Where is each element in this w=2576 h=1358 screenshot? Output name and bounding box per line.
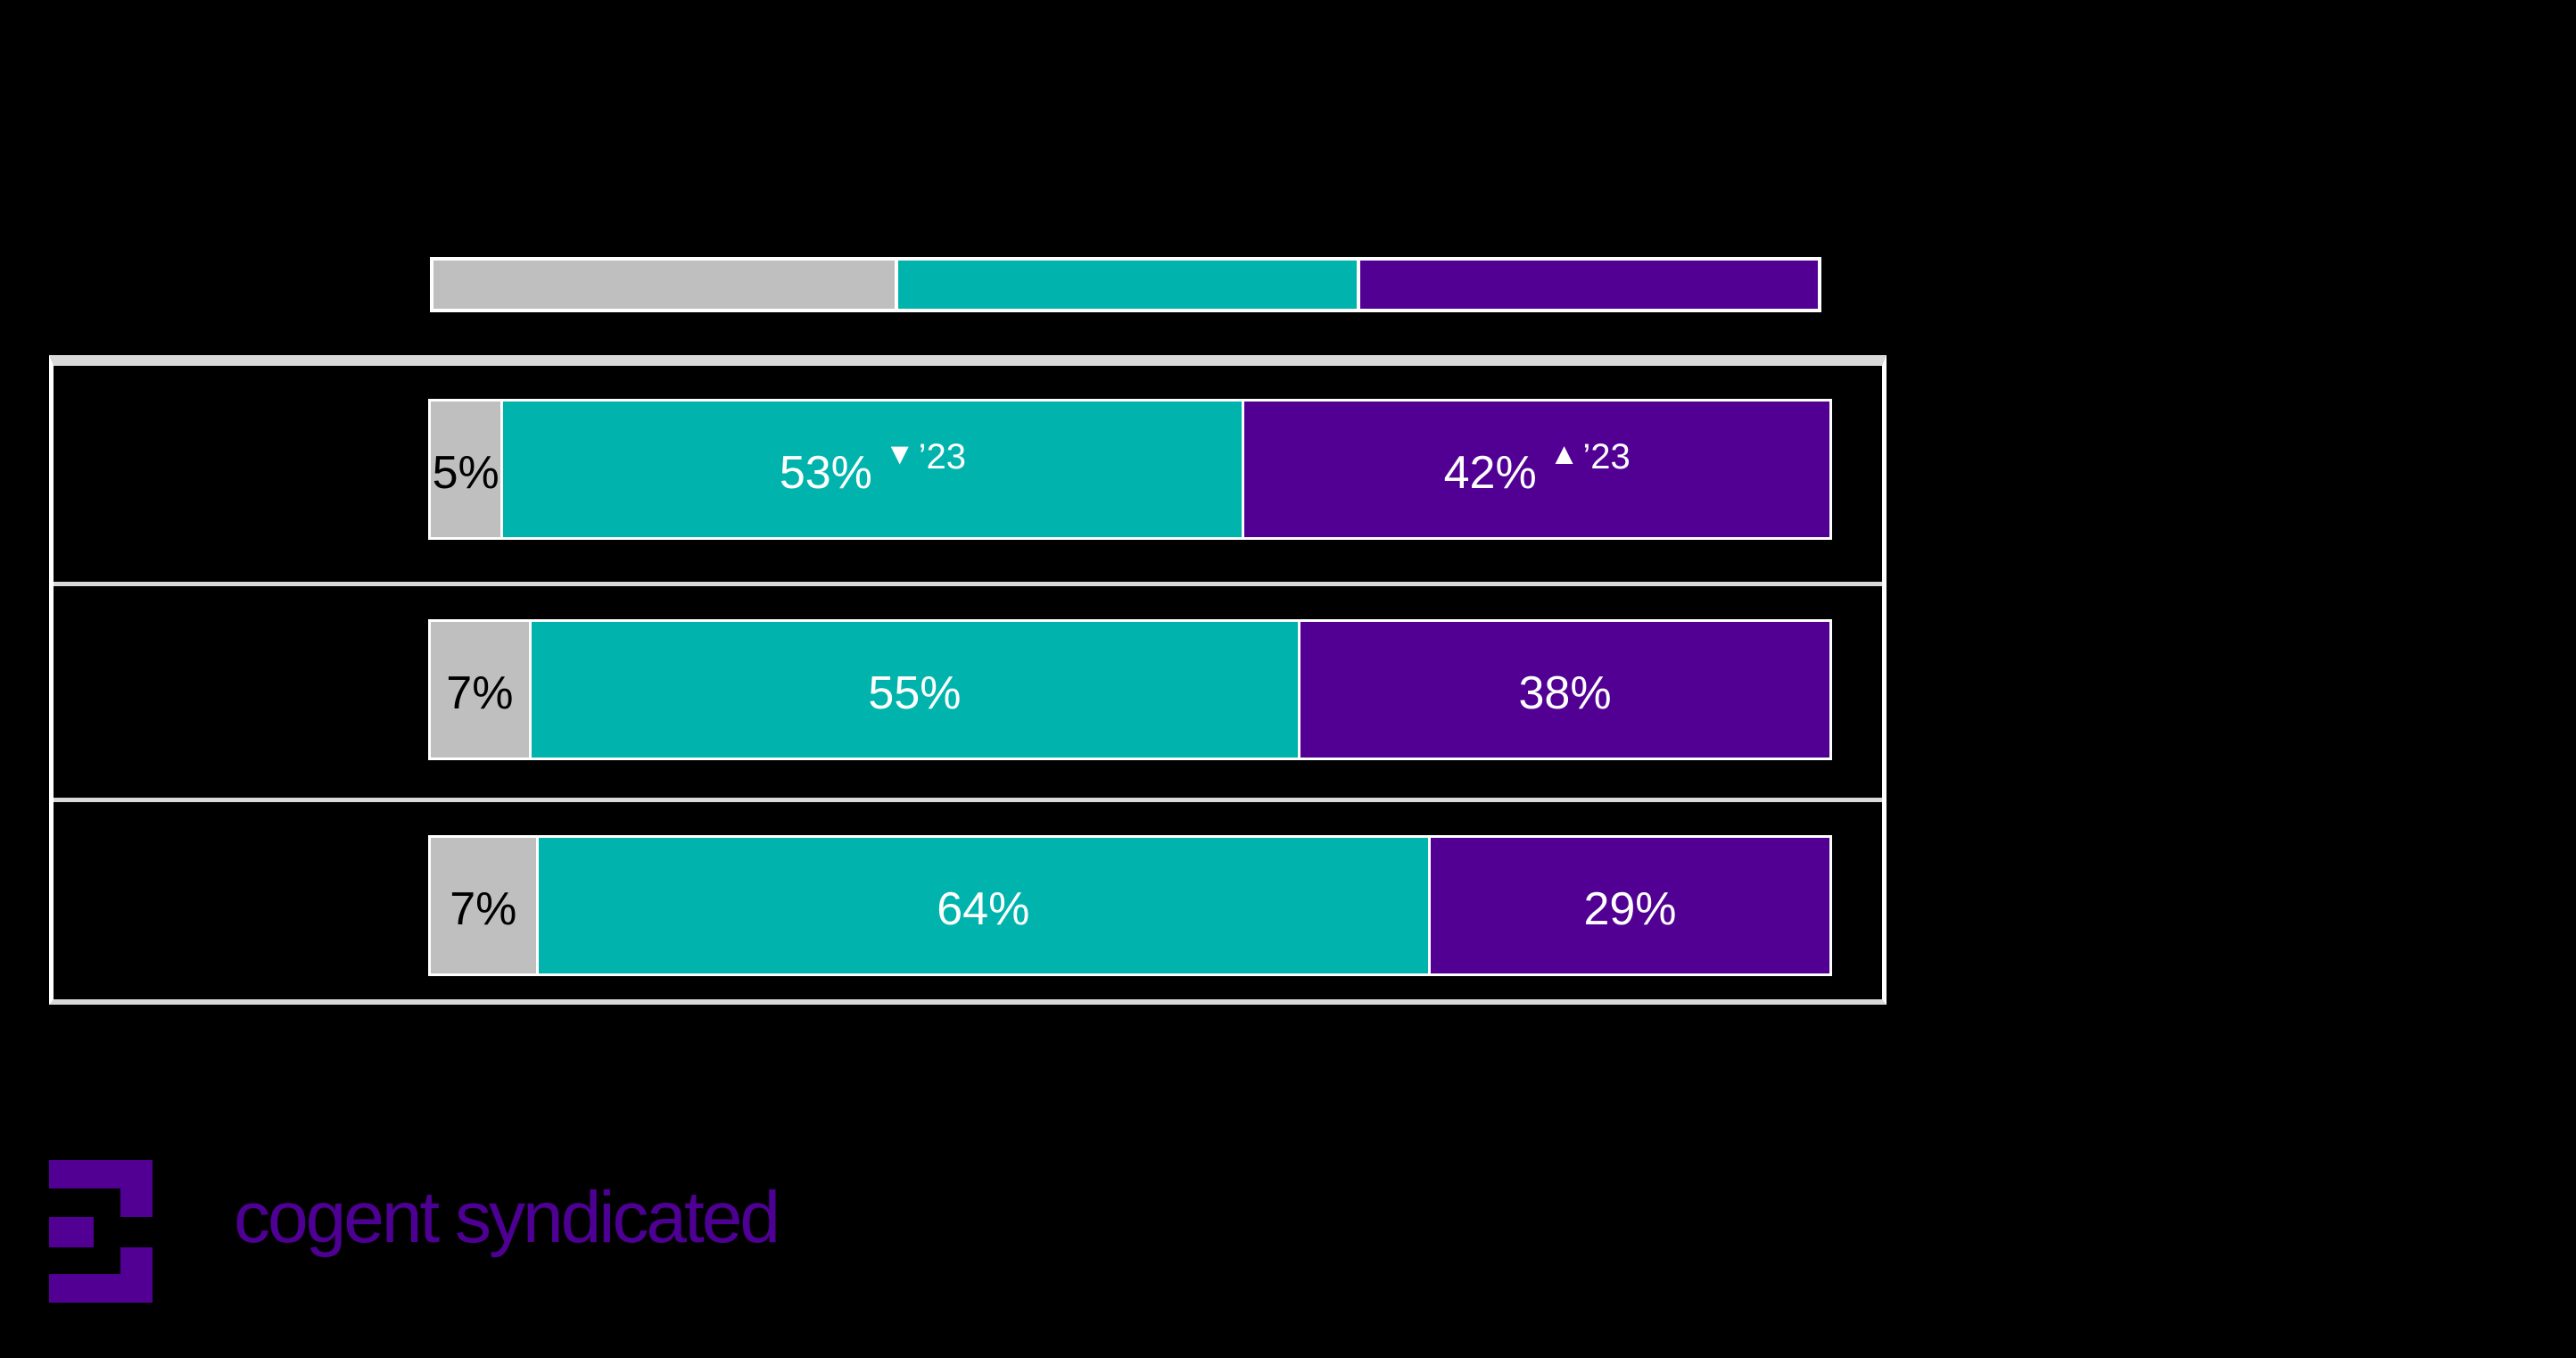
chart-row: 5% 53% ▼ ’23 42% ▲ ’23 bbox=[54, 366, 1882, 578]
row-label bbox=[71, 586, 410, 799]
bar-segment-gray: 7% bbox=[431, 622, 529, 758]
change-indicator: ▼ ’23 bbox=[885, 437, 966, 477]
row-label bbox=[71, 802, 410, 1014]
chart-row: 7% 55% 38% bbox=[54, 582, 1882, 799]
bar-segment-gray: 5% bbox=[431, 402, 501, 537]
stacked-bar: 7% 55% 38% bbox=[428, 619, 1832, 760]
segment-value: 7% bbox=[446, 667, 514, 719]
bar-segment-teal: 53% ▼ ’23 bbox=[500, 402, 1243, 537]
segment-value: 38% bbox=[1518, 667, 1612, 719]
bar-segment-purple: 29% bbox=[1427, 838, 1829, 973]
segment-value: 7% bbox=[450, 883, 517, 935]
bar-segment-teal: 55% bbox=[528, 622, 1299, 758]
legend-swatch-purple bbox=[1356, 261, 1818, 309]
triangle-down-icon: ▼ bbox=[884, 436, 915, 471]
stacked-bar-table: 5% 53% ▼ ’23 42% ▲ ’23 7% bbox=[49, 355, 1887, 1005]
triangle-up-icon: ▲ bbox=[1548, 436, 1580, 471]
change-year: ’23 bbox=[1582, 436, 1631, 476]
legend-swatch-gray bbox=[433, 261, 896, 309]
bar-segment-purple: 38% bbox=[1298, 622, 1829, 758]
stacked-bar: 5% 53% ▼ ’23 42% ▲ ’23 bbox=[428, 399, 1832, 540]
brand-wordmark: cogent syndicated bbox=[234, 1177, 780, 1258]
bar-segment-purple: 42% ▲ ’23 bbox=[1242, 402, 1829, 537]
segment-value: 5% bbox=[432, 447, 500, 499]
change-indicator: ▲ ’23 bbox=[1549, 437, 1631, 477]
stacked-bar: 7% 64% 29% bbox=[428, 835, 1832, 976]
segment-value: 55% bbox=[868, 667, 962, 719]
segment-value: 53% bbox=[779, 447, 872, 499]
segment-value: 42% bbox=[1443, 447, 1537, 499]
legend-swatch-teal bbox=[895, 261, 1357, 309]
cogent-logo-icon bbox=[49, 1160, 153, 1303]
chart-row: 7% 64% 29% bbox=[54, 798, 1882, 1014]
bar-segment-teal: 64% bbox=[535, 838, 1428, 973]
segment-value: 29% bbox=[1583, 883, 1677, 935]
change-year: ’23 bbox=[918, 436, 966, 476]
chart-legend bbox=[430, 257, 1821, 312]
row-label bbox=[71, 366, 410, 578]
bar-segment-gray: 7% bbox=[431, 838, 536, 973]
segment-value: 64% bbox=[937, 883, 1030, 935]
